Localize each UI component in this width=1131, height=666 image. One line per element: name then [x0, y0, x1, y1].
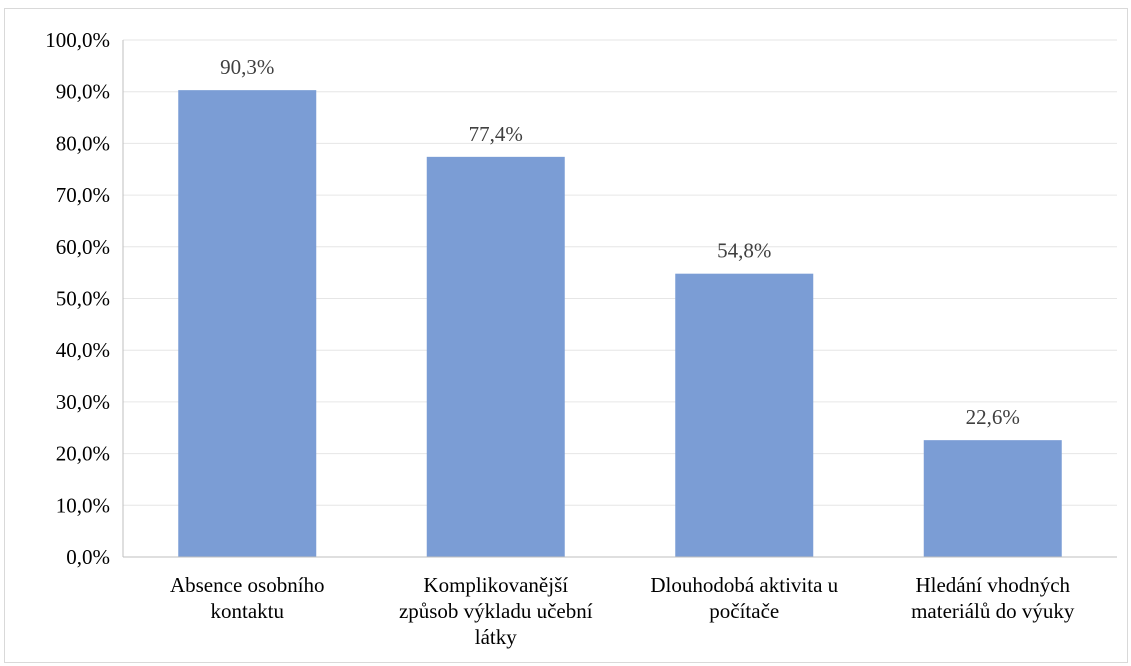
data-label: 90,3%	[220, 55, 274, 79]
x-tick-label: materiálů do výuky	[911, 599, 1075, 623]
bar	[675, 273, 814, 557]
bar	[923, 440, 1062, 557]
x-tick-label: Dlouhodobá aktivita u	[650, 573, 838, 597]
x-tick-label: Absence osobního	[170, 573, 325, 597]
y-tick-label: 20,0%	[56, 442, 110, 466]
x-tick-label: kontaktu	[211, 599, 285, 623]
bar	[178, 90, 317, 558]
y-tick-label: 40,0%	[56, 338, 110, 362]
y-tick-label: 90,0%	[56, 80, 110, 104]
data-label: 22,6%	[966, 405, 1020, 429]
x-tick-label: látky	[475, 625, 517, 649]
x-tick-label: způsob výkladu učební	[399, 599, 593, 623]
x-tick-label: Hledání vhodných	[915, 573, 1070, 597]
y-tick-label: 30,0%	[56, 390, 110, 414]
x-tick-label: Komplikovanější	[423, 573, 568, 597]
bar	[426, 156, 565, 558]
y-tick-label: 60,0%	[56, 235, 110, 259]
data-label: 54,8%	[717, 239, 771, 263]
x-tick-label: počítače	[709, 599, 779, 623]
y-tick-label: 80,0%	[56, 131, 110, 155]
y-tick-label: 0,0%	[66, 545, 110, 569]
y-tick-label: 70,0%	[56, 183, 110, 207]
y-tick-label: 100,0%	[45, 28, 110, 52]
y-tick-label: 10,0%	[56, 493, 110, 517]
data-label: 77,4%	[469, 122, 523, 146]
y-tick-label: 50,0%	[56, 287, 110, 311]
